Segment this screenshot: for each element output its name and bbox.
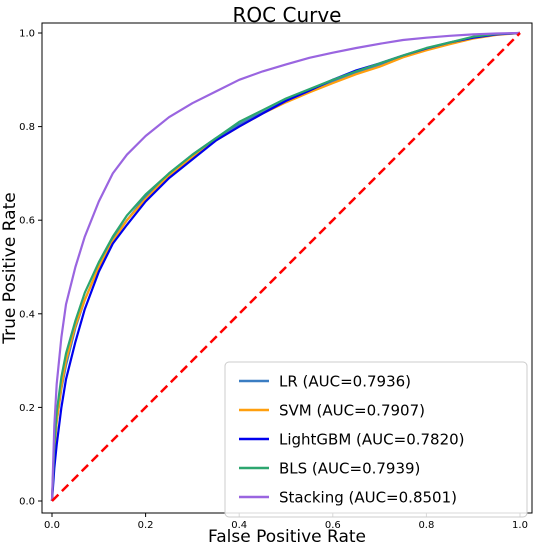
- legend-box: [224, 361, 528, 518]
- y-tick-label: 0.0: [19, 497, 35, 508]
- y-tick-label: 0.8: [19, 122, 35, 133]
- x-tick-label: 0.4: [231, 520, 247, 531]
- x-tick-label: 0.2: [138, 520, 154, 531]
- x-tick-label: 0.8: [418, 520, 434, 531]
- legend-label: SVM (AUC=0.7907): [279, 402, 425, 420]
- y-tick-label: 0.6: [19, 216, 35, 227]
- y-tick-label: 1.0: [19, 29, 35, 40]
- legend-label: BLS (AUC=0.7939): [279, 460, 420, 478]
- chance-diagonal-line: [51, 32, 521, 502]
- x-axis-label: False Positive Rate: [208, 527, 366, 546]
- y-tick-label: 0.4: [19, 309, 35, 320]
- legend-label: LR (AUC=0.7936): [279, 373, 411, 391]
- plot-area: [50, 31, 521, 502]
- x-tick-label: 1.0: [512, 520, 528, 531]
- legend-label: LightGBM (AUC=0.7820): [279, 431, 465, 449]
- legend: LR (AUC=0.7936) SVM (AUC=0.7907) LightGBM …: [224, 361, 528, 518]
- series-line-4: [50, 31, 521, 502]
- x-tick-label: 0.0: [44, 520, 60, 531]
- y-axis-label: True Positive Rate: [0, 192, 20, 344]
- series-line-5: [50, 31, 521, 502]
- axis-ticks: 0.0 0.2 0.4 0.6 0.8 1.0 0.0 0.2 0.4 0.6 0.8 1.0: [19, 29, 528, 532]
- x-tick-label: 0.6: [325, 520, 341, 531]
- legend-label: Stacking (AUC=0.8501): [279, 489, 457, 507]
- y-tick-label: 0.2: [19, 403, 35, 414]
